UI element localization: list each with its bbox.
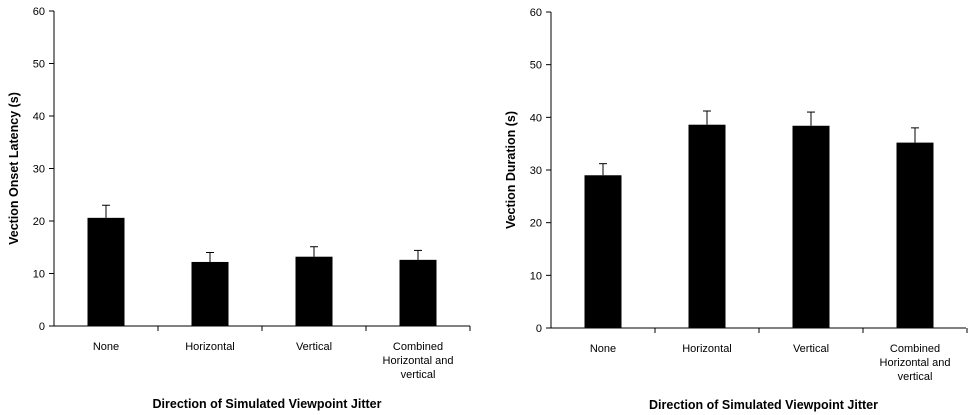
y-axis-title: Vection Duration (s) <box>504 111 518 229</box>
x-tick-label-line: Vertical <box>793 343 829 355</box>
x-tick-label: Vertical <box>793 343 829 355</box>
x-tick-label-line: Combined <box>393 341 443 353</box>
bar <box>792 125 830 328</box>
y-tick-label: 30 <box>33 164 45 176</box>
x-tick-label: None <box>93 341 119 353</box>
x-axis-title: Direction of Simulated Viewpoint Jitter <box>153 397 382 411</box>
x-tick-label-line: Horizontal <box>185 341 235 353</box>
y-tick-label: 60 <box>530 7 542 19</box>
y-tick-label: 20 <box>33 216 45 228</box>
x-tick-label-line: vertical <box>898 371 933 383</box>
x-tick-label-line: Combined <box>890 343 940 355</box>
y-tick-label: 10 <box>530 270 542 282</box>
x-tick-label-line: Horizontal and <box>880 357 951 369</box>
y-tick-label: 20 <box>530 218 542 230</box>
bar <box>896 142 934 328</box>
x-axis-title: Direction of Simulated Viewpoint Jitter <box>649 398 878 412</box>
chart-2: 0 10 20 30 40 50 60 None Horizontal Vertical Combi… <box>504 7 968 412</box>
x-tick-label: Combined Horizontal and vertical <box>383 341 454 381</box>
x-tick-label-line: Vertical <box>296 341 332 353</box>
bar <box>191 261 229 326</box>
y-tick-label: 0 <box>536 323 542 335</box>
x-tick-label: None <box>590 343 616 355</box>
bar <box>87 217 125 326</box>
y-tick-label: 0 <box>39 321 45 333</box>
x-tick-label-line: Horizontal <box>682 343 732 355</box>
chart-1: 0 10 20 30 40 50 60 None Horizontal Vertical Combi… <box>7 6 471 411</box>
x-tick-label-line: Horizontal and <box>383 355 454 367</box>
x-tick-label: Horizontal <box>682 343 732 355</box>
x-tick-label: Horizontal <box>185 341 235 353</box>
y-axis-title: Vection Onset Latency (s) <box>7 92 21 245</box>
bar <box>584 175 622 328</box>
x-tick-label-line: vertical <box>401 369 436 381</box>
y-tick-label: 60 <box>33 6 45 18</box>
y-tick-label: 40 <box>530 112 542 124</box>
x-tick-label-line: None <box>590 343 616 355</box>
y-tick-label: 40 <box>33 111 45 123</box>
x-tick-label: Vertical <box>296 341 332 353</box>
x-tick-label: Combined Horizontal and vertical <box>880 343 951 383</box>
bar <box>688 124 726 328</box>
x-tick-label-line: None <box>93 341 119 353</box>
bar <box>399 259 437 326</box>
bar <box>295 256 333 326</box>
y-tick-label: 10 <box>33 269 45 281</box>
y-tick-label: 50 <box>33 59 45 71</box>
y-tick-label: 50 <box>530 60 542 72</box>
y-tick-label: 30 <box>530 165 542 177</box>
